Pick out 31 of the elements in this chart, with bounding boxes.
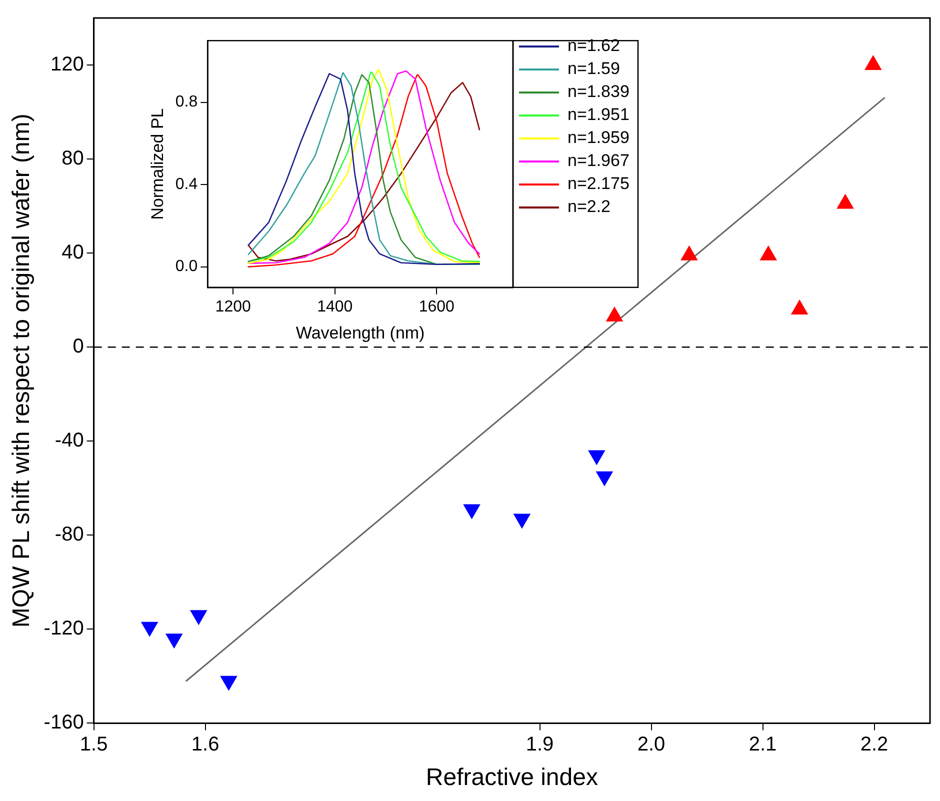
y-tick-label: -120: [44, 618, 84, 640]
x-tick-label: 1200: [215, 298, 251, 316]
y-tick-label: 0: [72, 336, 84, 358]
x-tick-label: 1.5: [80, 734, 108, 756]
y-tick-label: 80: [62, 148, 84, 170]
legend-label: n=1.59: [568, 59, 620, 78]
y-tick-label: 120: [50, 54, 84, 76]
x-tick-label: 1.9: [526, 734, 554, 756]
x-tick-label: 2.2: [860, 734, 888, 756]
y-tick-label: 0.4: [175, 176, 198, 193]
x-axis-title: Refractive index: [426, 764, 598, 792]
y-tick-label: -40: [54, 430, 84, 452]
x-tick-label: 2.0: [637, 734, 666, 756]
x-tick-label: 1.6: [191, 734, 220, 756]
x-tick-label: 1600: [418, 298, 455, 316]
x-axis-title: Wavelength (nm): [296, 323, 425, 342]
y-axis-title: Normalized PL: [148, 108, 167, 220]
legend-label: n=1.959: [568, 128, 630, 148]
legend-label: n=2.175: [568, 174, 630, 194]
y-axis-title: MQW PL shift with respect to original wafer (nm): [8, 114, 36, 628]
y-tick-label: 40: [62, 242, 84, 264]
legend-label: n=1.967: [568, 151, 630, 170]
y-tick-label: 0.8: [175, 94, 198, 111]
y-tick-label: -80: [54, 524, 84, 546]
y-tick-label: 0.0: [175, 258, 198, 276]
x-tick-label: 1400: [317, 298, 353, 316]
x-tick-label: 2.1: [748, 734, 777, 756]
legend-label: n=1.951: [568, 105, 630, 124]
legend-label: n=1.839: [568, 82, 630, 102]
y-tick-label: -160: [44, 712, 84, 734]
legend-label: n=2.2: [568, 197, 611, 216]
